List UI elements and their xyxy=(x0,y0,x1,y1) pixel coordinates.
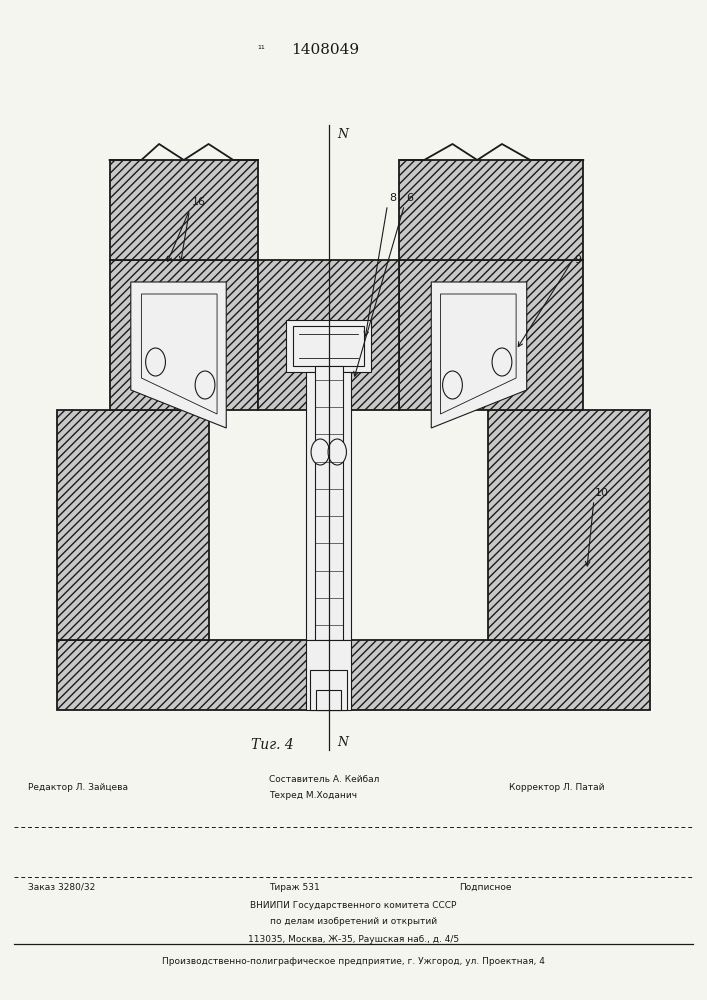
Polygon shape xyxy=(316,690,341,710)
Text: Корректор Л. Патай: Корректор Л. Патай xyxy=(509,782,604,792)
Text: 1408049: 1408049 xyxy=(291,43,359,57)
Polygon shape xyxy=(141,294,217,414)
Polygon shape xyxy=(293,326,364,366)
Text: ВНИИПИ Государственного комитета СССР: ВНИИПИ Государственного комитета СССР xyxy=(250,900,457,910)
Polygon shape xyxy=(57,410,209,640)
Polygon shape xyxy=(131,282,226,428)
Text: 16: 16 xyxy=(192,197,206,207)
Polygon shape xyxy=(399,260,583,410)
Circle shape xyxy=(195,371,215,399)
Text: Τиг. 4: Τиг. 4 xyxy=(251,738,293,752)
Circle shape xyxy=(311,439,329,465)
Polygon shape xyxy=(57,640,650,710)
Text: N: N xyxy=(337,736,349,748)
Text: 8: 8 xyxy=(389,193,396,203)
Text: Техред М.Ходанич: Техред М.Ходанич xyxy=(269,790,356,800)
Polygon shape xyxy=(431,282,527,428)
Text: по делам изобретений и открытий: по делам изобретений и открытий xyxy=(270,918,437,926)
Polygon shape xyxy=(258,260,399,410)
Polygon shape xyxy=(110,160,258,260)
Text: 9: 9 xyxy=(574,255,581,265)
Polygon shape xyxy=(110,260,258,410)
Text: Производственно-полиграфическое предприятие, г. Ужгород, ул. Проектная, 4: Производственно-полиграфическое предприя… xyxy=(162,958,545,966)
Polygon shape xyxy=(488,410,650,640)
Text: N: N xyxy=(337,128,349,141)
Text: ¹¹: ¹¹ xyxy=(258,45,265,55)
Polygon shape xyxy=(306,372,351,640)
Text: 10: 10 xyxy=(595,488,609,498)
Polygon shape xyxy=(310,670,347,710)
Circle shape xyxy=(146,348,165,376)
Polygon shape xyxy=(306,640,351,710)
Circle shape xyxy=(328,439,346,465)
Text: Подписное: Подписное xyxy=(460,883,512,892)
Polygon shape xyxy=(286,320,371,372)
Text: Заказ 3280/32: Заказ 3280/32 xyxy=(28,883,95,892)
Text: Составитель А. Кейбал: Составитель А. Кейбал xyxy=(269,776,379,784)
Polygon shape xyxy=(399,160,583,260)
Text: 6: 6 xyxy=(406,193,413,203)
Polygon shape xyxy=(315,366,343,640)
Text: 113035, Москва, Ж-35, Раушская наб., д. 4/5: 113035, Москва, Ж-35, Раушская наб., д. … xyxy=(248,936,459,944)
Polygon shape xyxy=(440,294,516,414)
Circle shape xyxy=(492,348,512,376)
Circle shape xyxy=(443,371,462,399)
Text: Тираж 531: Тираж 531 xyxy=(269,883,320,892)
Text: Редактор Л. Зайцева: Редактор Л. Зайцева xyxy=(28,782,128,792)
